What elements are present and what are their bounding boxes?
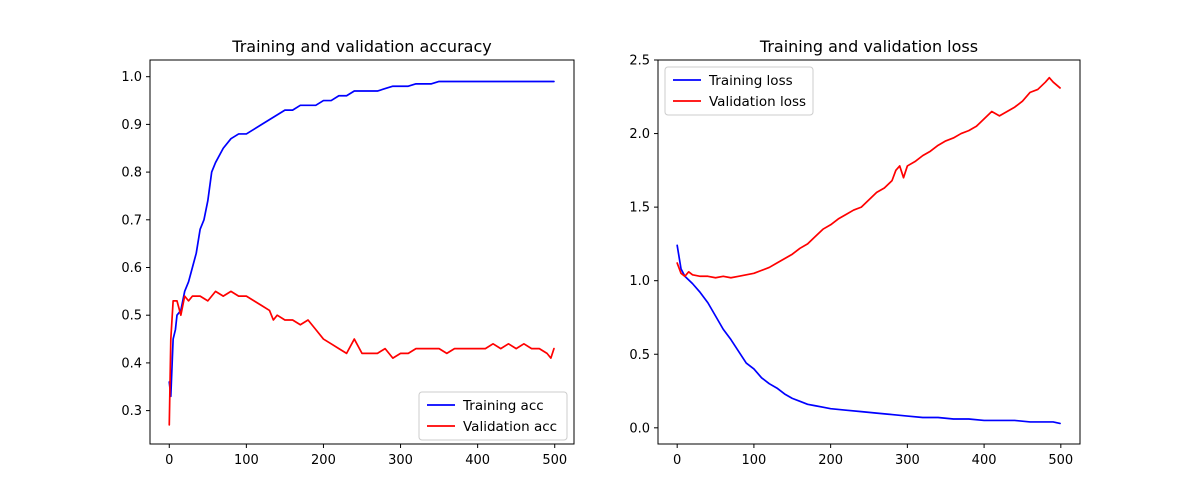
accuracy-y-tick-label: 0.6 [121,261,142,276]
accuracy-y-tick-label: 0.9 [121,118,142,133]
accuracy-axes-frame [149,59,575,445]
loss-panel: Training and validation loss 0 100 200 300 40… [629,37,1081,468]
accuracy-y-tick-label: 0.8 [121,166,142,181]
accuracy-y-tick-label: 1.0 [121,70,142,85]
accuracy-y-tick-label: 0.3 [121,404,142,419]
accuracy-series-line-validation [168,290,555,426]
loss-x-tick-label: 400 [972,453,997,468]
loss-y-tick-label: 0.5 [629,348,650,363]
accuracy-legend-label-validation: Validation acc [463,419,557,435]
accuracy-legend-box [418,391,568,441]
accuracy-x-tick-label: 400 [465,453,490,468]
accuracy-y-tick-label: 0.7 [121,213,142,228]
accuracy-x-tick-label: 200 [311,453,336,468]
loss-axes-frame [657,59,1081,445]
loss-series-line-validation [676,76,1061,279]
loss-x-tick-label: 100 [741,453,766,468]
loss-x-tick-label: 0 [673,453,681,468]
accuracy-y-tick-label: 0.5 [121,309,142,324]
loss-y-tick-label: 1.0 [629,274,650,289]
accuracy-x-tick-label: 500 [542,453,567,468]
accuracy-series-line-training [168,80,555,398]
accuracy-x-tick-label: 0 [165,453,173,468]
accuracy-x-tick-label: 100 [234,453,259,468]
loss-legend-label-training: Training loss [708,73,793,89]
loss-y-tick-label: 0.0 [629,421,650,436]
loss-y-tick-label: 2.5 [629,54,650,69]
loss-chart-title: Training and validation loss [759,37,978,56]
accuracy-y-tick-label: 0.4 [121,356,142,371]
loss-x-tick-label: 200 [818,453,843,468]
loss-legend-label-validation: Validation loss [709,94,806,110]
accuracy-panel: Training and validation accuracy 0 100 200 3… [121,37,575,468]
loss-y-tick-label: 1.5 [629,201,650,216]
accuracy-x-tick-label: 300 [388,453,413,468]
loss-series-line-training [676,244,1061,425]
loss-x-tick-label: 300 [895,453,920,468]
loss-legend-box [664,66,814,116]
loss-x-tick-label: 500 [1048,453,1073,468]
accuracy-legend-label-training: Training acc [462,398,544,414]
loss-y-tick-label: 2.0 [629,127,650,142]
accuracy-chart-title: Training and validation accuracy [231,37,491,56]
